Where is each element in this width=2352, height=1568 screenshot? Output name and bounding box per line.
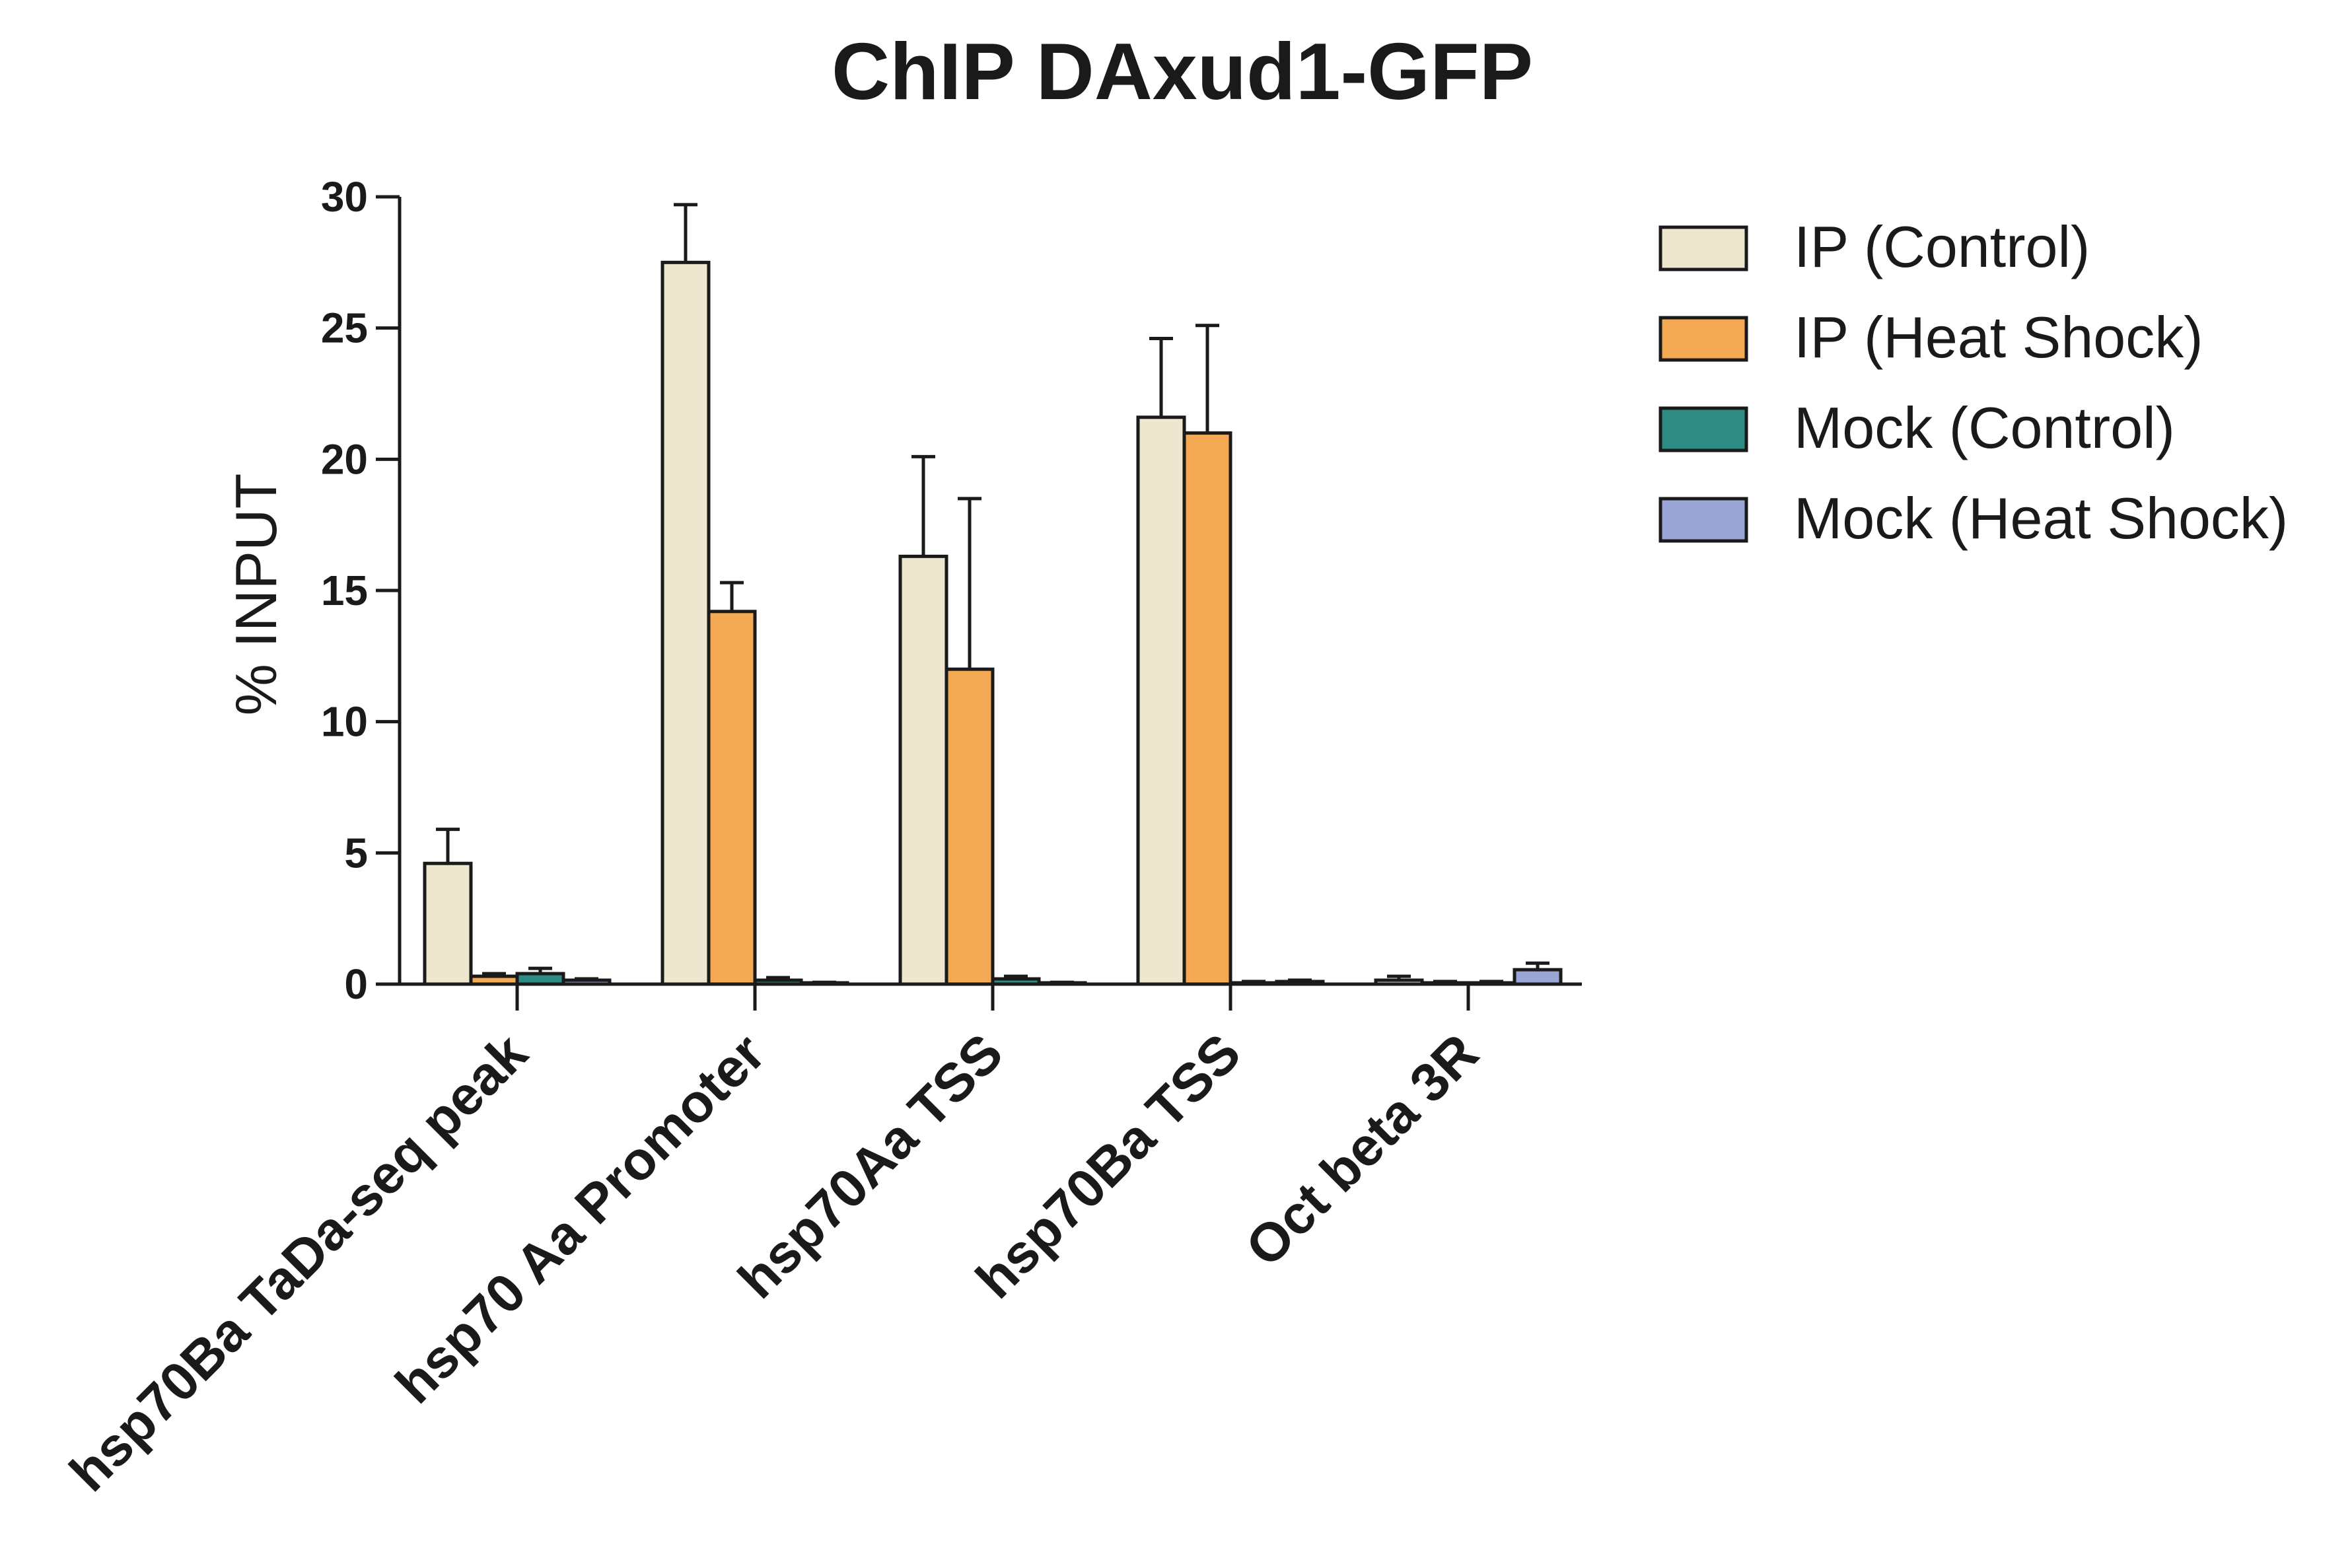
bar: [469, 974, 519, 986]
bar: [423, 861, 473, 986]
bar: [1182, 431, 1232, 986]
y-tick-label: 0: [344, 960, 368, 1008]
x-tick-label: Oct beta 3R: [1234, 1022, 1490, 1278]
y-tick-label: 30: [321, 173, 368, 221]
bar: [1374, 978, 1424, 986]
y-tick-label: 5: [344, 829, 368, 876]
bar: [991, 977, 1041, 986]
legend-swatch: [1658, 316, 1748, 362]
legend-label: IP (Control): [1794, 214, 2090, 279]
x-tick-label: hsp70Ba TaDa-seq peak: [59, 1022, 539, 1503]
legend-swatch: [1658, 225, 1748, 271]
legend-swatch: [1658, 406, 1748, 452]
bar: [561, 978, 612, 986]
bar: [707, 610, 757, 986]
bar: [1513, 968, 1563, 986]
y-tick-label: 15: [321, 567, 368, 614]
legend-swatch: [1658, 497, 1748, 543]
bar: [753, 978, 803, 986]
bar: [660, 260, 711, 986]
legend-label: Mock (Heat Shock): [1794, 485, 2288, 551]
y-tick-label: 20: [321, 435, 368, 483]
chart-title: ChIP DAxud1-GFP: [832, 26, 1533, 116]
bar: [944, 667, 995, 986]
legend-label: IP (Heat Shock): [1794, 304, 2203, 370]
bar: [1136, 415, 1186, 986]
bar: [1275, 980, 1325, 986]
y-tick-label: 10: [321, 698, 368, 746]
y-tick-label: 25: [321, 304, 368, 352]
legend-label: Mock (Control): [1794, 395, 2175, 460]
legend: IP (Control) IP (Heat Shock) Mock (Control…: [1658, 214, 2288, 551]
bar: [515, 972, 565, 986]
bar: [898, 554, 948, 986]
y-axis-label: % INPUT: [223, 474, 289, 716]
